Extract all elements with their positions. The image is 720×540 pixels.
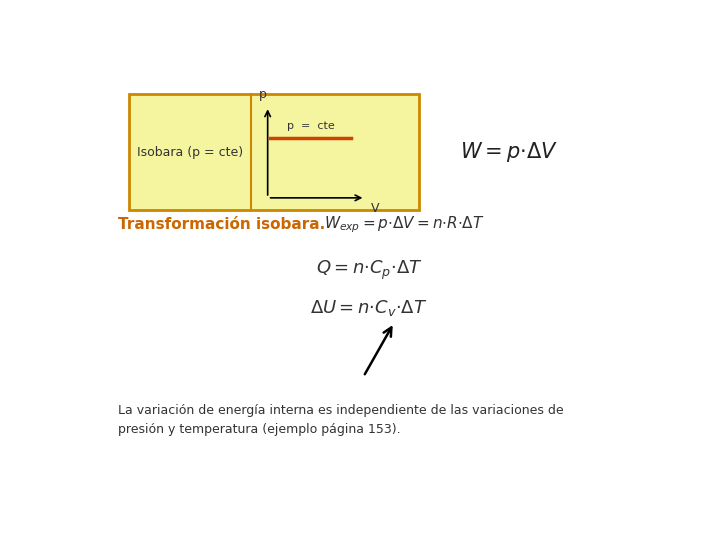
Text: p  =  cte: p = cte bbox=[287, 121, 335, 131]
FancyBboxPatch shape bbox=[129, 94, 419, 210]
Text: Transformación isobara.: Transformación isobara. bbox=[118, 218, 325, 232]
Text: La variación de energía interna es independiente de las variaciones de
presión y: La variación de energía interna es indep… bbox=[118, 404, 564, 436]
Text: p: p bbox=[259, 89, 267, 102]
Text: $W = p{\cdot}\Delta V$: $W = p{\cdot}\Delta V$ bbox=[459, 140, 557, 164]
Text: $Q = n{\cdot}C_p{\cdot}\Delta T$: $Q = n{\cdot}C_p{\cdot}\Delta T$ bbox=[315, 259, 423, 282]
Text: Isobara (p = cte): Isobara (p = cte) bbox=[137, 146, 243, 159]
Text: $\Delta U = n{\cdot}C_v{\cdot}\Delta T$: $\Delta U = n{\cdot}C_v{\cdot}\Delta T$ bbox=[310, 298, 428, 318]
Text: V: V bbox=[371, 202, 379, 215]
Text: $W_{exp} = p{\cdot}\Delta V = n{\cdot}R{\cdot}\Delta T$: $W_{exp} = p{\cdot}\Delta V = n{\cdot}R{… bbox=[324, 214, 485, 235]
